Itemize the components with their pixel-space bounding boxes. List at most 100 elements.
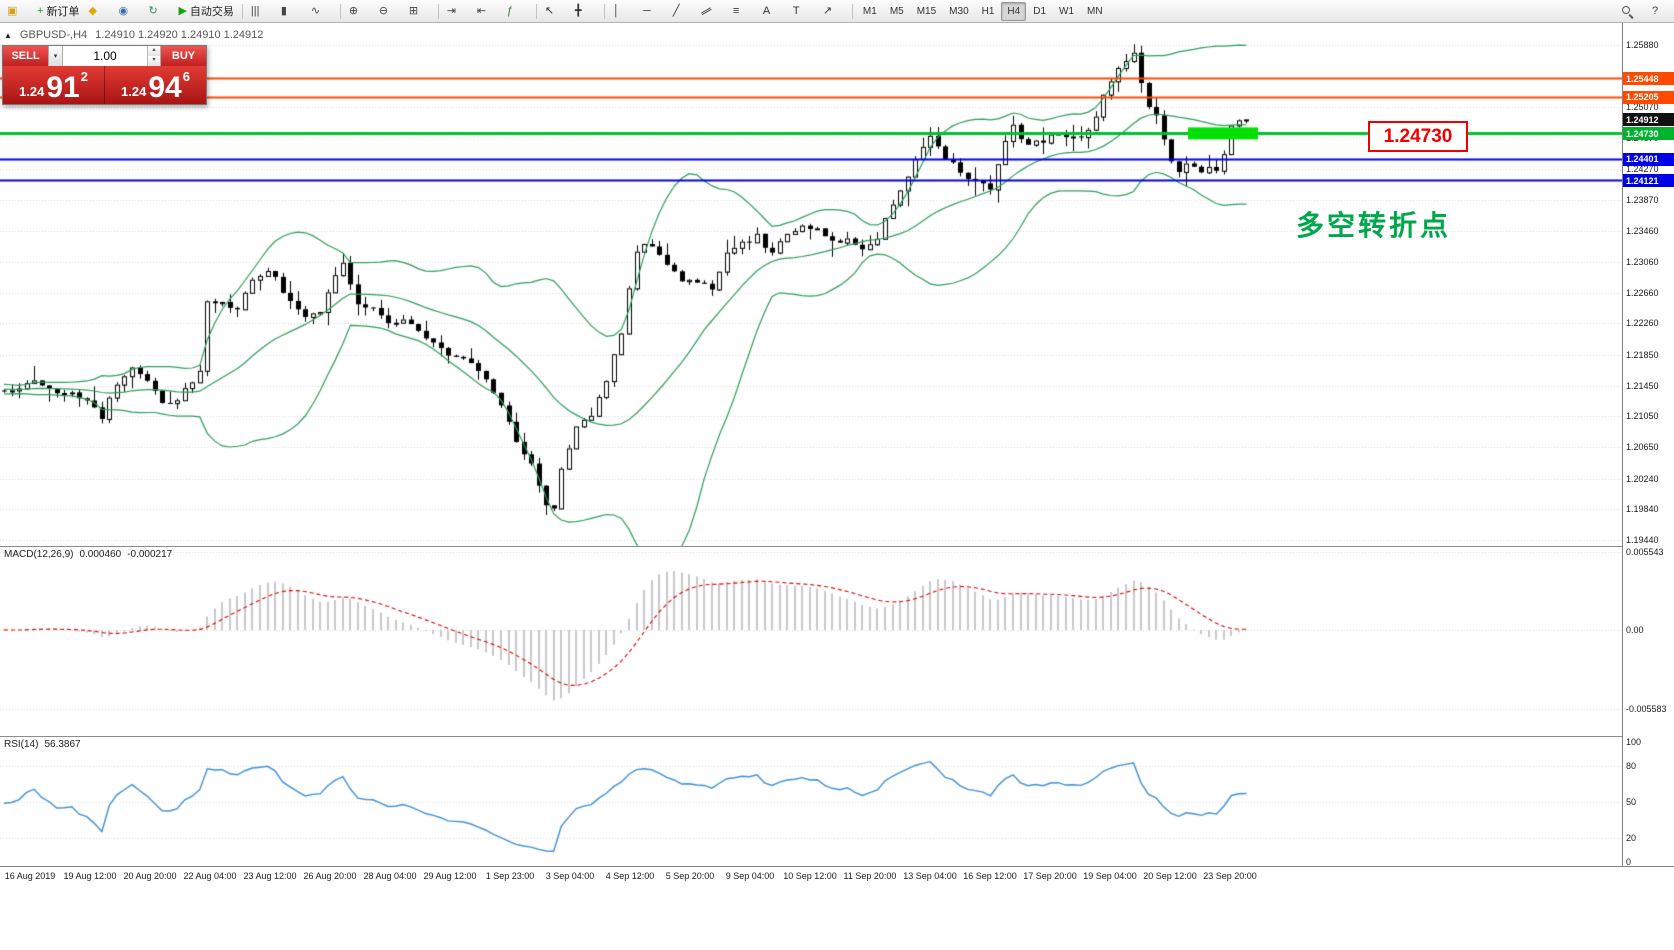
bar-chart-icon: ||| <box>250 4 260 17</box>
zoom-in-button[interactable]: ⊕ <box>345 1 374 22</box>
new-order-button[interactable]: + 新订单 <box>33 1 83 22</box>
time-axis-label: 23 Aug 12:00 <box>243 871 297 881</box>
crosshair-button[interactable]: ╋ <box>571 1 600 22</box>
zoom-out-button[interactable]: ⊖ <box>375 1 404 22</box>
vertical-line-button[interactable]: │ <box>609 1 638 22</box>
new-order-button-label: 新订单 <box>46 6 80 18</box>
timeframe-m15[interactable]: M15 <box>916 5 937 17</box>
chart-shift-button[interactable]: ⇤ <box>473 1 502 22</box>
profiles-button[interactable]: ◉ <box>114 1 143 22</box>
tile-windows-button[interactable]: ⊞ <box>405 1 434 22</box>
line-chart-icon: ∿ <box>310 4 321 17</box>
timeframe-m1[interactable]: M1 <box>862 5 877 17</box>
price-axis-label: 1.19440 <box>1626 535 1659 546</box>
fibonacci-button[interactable]: ≡ <box>729 1 758 22</box>
time-axis-label: 19 Aug 12:00 <box>63 871 117 881</box>
annotation-text[interactable]: 多空转折点 <box>1296 210 1452 241</box>
crosshair-icon: ╋ <box>574 4 582 17</box>
time-axis-label: 3 Sep 04:00 <box>545 871 595 881</box>
price-axis-label: 1.23460 <box>1626 226 1659 237</box>
buy-button[interactable]: BUY <box>161 46 206 66</box>
one-click-collapse-icon[interactable]: ▲ <box>4 30 12 40</box>
buy-price-button[interactable]: 1.24 94 6 <box>104 66 206 104</box>
horizontal-line-icon: ─ <box>642 4 651 17</box>
time-axis-label: 22 Aug 04:00 <box>183 871 237 881</box>
price-axis-label: 1.25880 <box>1626 40 1659 50</box>
autotrading-button[interactable]: ▶ 自动交易 <box>174 1 237 22</box>
price-axis-label: 1.22260 <box>1626 318 1659 329</box>
trade-panel-controls: SELL ▾ 1.00 ▴ ▾ BUY <box>3 46 206 66</box>
toolbar-separator <box>339 3 341 19</box>
time-axis-label: 17 Sep 20:00 <box>1023 871 1077 881</box>
timeframe-m5[interactable]: M5 <box>889 5 904 17</box>
channel-button[interactable]: ∥ <box>699 1 728 22</box>
rsi-panel-separator[interactable] <box>0 736 1622 737</box>
buy-price-big: 94 <box>148 71 182 104</box>
timeframe-h1[interactable]: H1 <box>981 5 995 17</box>
price-callout-box[interactable]: 1.24730 <box>1368 121 1468 152</box>
cursor-button[interactable]: ↖ <box>541 1 570 22</box>
rsi-axis-label: 50 <box>1626 797 1637 807</box>
macd-panel-separator[interactable] <box>0 546 1622 547</box>
text-label-button[interactable]: T <box>789 1 818 22</box>
price-badge: 1.24121 <box>1623 174 1674 188</box>
price-axis-label: 1.22660 <box>1626 287 1659 298</box>
new-order-icon: + <box>37 4 44 17</box>
timeframe-d1[interactable]: D1 <box>1033 5 1047 17</box>
macd-indicator-label: MACD(12,26,9) 0.000460 -0.000217 <box>4 549 172 560</box>
line-chart-button[interactable]: ∿ <box>307 1 336 22</box>
arrow-tools-button[interactable]: ↗ <box>819 1 848 22</box>
timeframe-m30[interactable]: M30 <box>949 5 969 17</box>
time-axis-label: 9 Sep 04:00 <box>725 871 775 881</box>
zoom-in-icon: ⊕ <box>348 4 359 17</box>
macd-main-value: 0.000460 <box>79 549 122 560</box>
help-button[interactable]: ? <box>1648 1 1674 22</box>
toolbar-separator <box>603 3 605 19</box>
text-icon: A <box>762 4 771 17</box>
timeframe-h4[interactable]: H4 <box>1001 1 1027 21</box>
time-axis-label: 20 Sep 12:00 <box>1143 871 1197 881</box>
auto-scroll-button[interactable]: ⇥ <box>443 1 472 22</box>
sell-price-button[interactable]: 1.24 91 2 <box>3 66 104 104</box>
price-badge: 1.25448 <box>1623 72 1674 86</box>
charts-button[interactable]: ◆ <box>84 1 113 22</box>
price-axis-label: 1.21850 <box>1626 349 1659 360</box>
trendline-icon: ╱ <box>672 4 680 17</box>
macd-name: MACD(12,26,9) <box>4 549 74 560</box>
price-axis-label: 1.20240 <box>1626 473 1659 484</box>
sell-button[interactable]: SELL <box>3 46 48 66</box>
sell-price-big: 91 <box>46 71 80 104</box>
indicators-button[interactable]: ƒ <box>503 1 532 22</box>
text-button[interactable]: A <box>759 1 788 22</box>
time-axis-label: 4 Sep 12:00 <box>605 871 655 881</box>
volume-up-button[interactable]: ▴ <box>148 46 160 56</box>
symbol-period-label: GBPUSD-,H4 <box>19 29 88 41</box>
search-icon <box>1622 5 1633 17</box>
candlestick-chart-button[interactable]: ▮ <box>277 1 306 22</box>
one-click-trading-panel: SELL ▾ 1.00 ▴ ▾ BUY 1.24 91 2 1.24 94 6 <box>2 45 207 105</box>
toolbar-separator <box>851 3 853 19</box>
refresh-button[interactable]: ↻ <box>144 1 173 22</box>
toolbar-separator <box>241 3 243 19</box>
bar-chart-button[interactable]: ||| <box>247 1 276 22</box>
help-icon: ? <box>1652 4 1659 17</box>
timeframe-mn[interactable]: MN <box>1087 5 1103 17</box>
rsi-value: 56.3867 <box>44 739 81 750</box>
horizontal-line-button[interactable]: ─ <box>639 1 668 22</box>
terminal-logo[interactable]: ▣ <box>3 1 32 22</box>
trendline-button[interactable]: ╱ <box>669 1 698 22</box>
volume-spinner: ▴ ▾ <box>147 46 161 66</box>
chart-header: ▲ GBPUSD-,H4 1.24910 1.24920 1.24910 1.2… <box>4 29 263 41</box>
timeframe-w1[interactable]: W1 <box>1059 5 1075 17</box>
time-axis[interactable] <box>0 866 1674 893</box>
order-type-dropdown[interactable]: ▾ <box>48 46 63 66</box>
time-axis-label: 5 Sep 20:00 <box>665 871 715 881</box>
volume-input[interactable]: 1.00 <box>93 49 117 63</box>
search-button[interactable] <box>1618 1 1647 22</box>
time-axis-label: 11 Sep 20:00 <box>843 871 897 881</box>
macd-axis-label: 0.005543 <box>1626 547 1664 557</box>
buy-price-prefix: 1.24 <box>121 83 147 99</box>
volume-down-button[interactable]: ▾ <box>148 56 160 66</box>
toolbar-separator <box>437 3 439 19</box>
